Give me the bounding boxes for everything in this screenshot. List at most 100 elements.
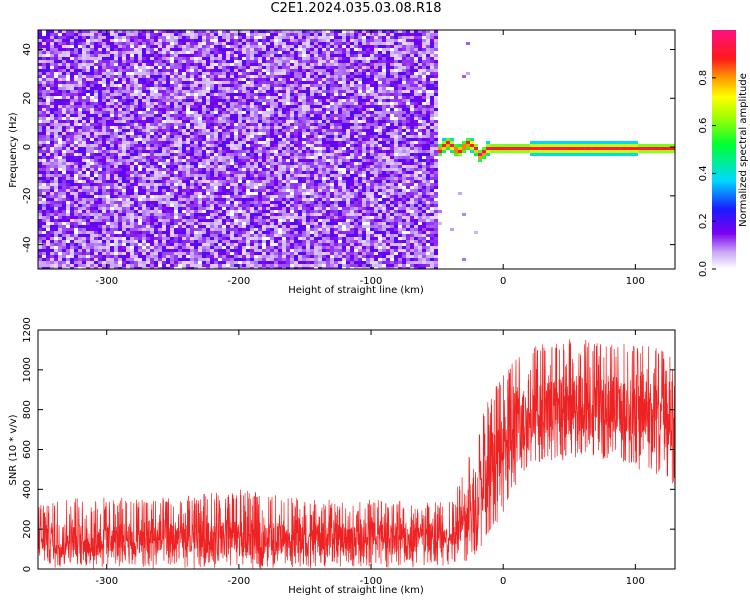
heatmap-cell [238, 159, 242, 162]
heatmap-cell [230, 123, 234, 126]
heatmap-cell [302, 57, 306, 60]
heatmap-cell [178, 45, 182, 48]
heatmap-cell [274, 201, 278, 204]
heatmap-cell [114, 45, 118, 48]
heatmap-cell [274, 165, 278, 168]
heatmap-cell [214, 51, 218, 54]
heatmap-cell [226, 135, 230, 138]
heatmap-cell [54, 186, 58, 189]
heatmap-cell [286, 60, 290, 63]
heatmap-cell [110, 87, 114, 90]
heatmap-cell [86, 117, 90, 120]
heatmap-cell [78, 249, 82, 252]
heatmap-cell [70, 72, 74, 75]
heatmap-cell [238, 54, 242, 57]
heatmap-cell [82, 66, 86, 69]
heatmap-cell [198, 180, 202, 183]
heatmap-cell [286, 42, 290, 45]
heatmap-cell [146, 234, 150, 237]
heatmap-cell [214, 114, 218, 117]
heatmap-cell [298, 243, 302, 246]
heatmap-cell [126, 174, 130, 177]
heatmap-cell [126, 150, 130, 153]
heatmap-cell [162, 111, 166, 114]
heatmap-cell [214, 219, 218, 222]
heatmap-cell [226, 84, 230, 87]
heatmap-cell [142, 222, 146, 225]
heatmap-cell [298, 114, 302, 117]
heatmap-cell [214, 60, 218, 63]
heatmap-cell [142, 150, 146, 153]
heatmap-cell [94, 255, 98, 258]
heatmap-cell [242, 156, 246, 159]
heatmap-cell [114, 117, 118, 120]
heatmap-cell [234, 54, 238, 57]
heatmap-cell [130, 66, 134, 69]
heatmap-cell [82, 258, 86, 261]
heatmap-cell [238, 120, 242, 123]
heatmap-cell [218, 189, 222, 192]
heatmap-cell [218, 63, 222, 66]
heatmap-cell [250, 72, 254, 75]
heatmap-cell [206, 249, 210, 252]
heatmap-cell [226, 165, 230, 168]
heatmap-cell [154, 246, 158, 249]
heatmap-cell [254, 78, 258, 81]
heatmap-cell [126, 78, 130, 81]
heatmap-cell [154, 255, 158, 258]
heatmap-cell [226, 150, 230, 153]
heatmap-cell [214, 213, 218, 216]
heatmap-cell [242, 207, 246, 210]
heatmap-cell [218, 96, 222, 99]
heatmap-cell [218, 153, 222, 156]
heatmap-cell [50, 39, 54, 42]
heatmap-cell [222, 222, 226, 225]
heatmap-cell [238, 192, 242, 195]
heatmap-cell [154, 105, 158, 108]
heatmap-cell [82, 246, 86, 249]
heatmap-cell [134, 117, 138, 120]
heatmap-cell [238, 252, 242, 255]
heatmap-cell [258, 57, 262, 60]
heatmap-cell [110, 252, 114, 255]
heatmap-cell [258, 99, 262, 102]
heatmap-cell [242, 33, 246, 36]
heatmap-cell [166, 237, 170, 240]
heatmap-cell [134, 60, 138, 63]
heatmap-cell [250, 36, 254, 39]
heatmap-cell [70, 192, 74, 195]
heatmap-cell [106, 138, 110, 141]
heatmap-cell [122, 150, 126, 153]
heatmap-cell [254, 57, 258, 60]
heatmap-cell [118, 105, 122, 108]
heatmap-cell [90, 225, 94, 228]
heatmap-cell [58, 186, 62, 189]
heatmap-cell [282, 66, 286, 69]
heatmap-cell [286, 180, 290, 183]
heatmap-cell [222, 108, 226, 111]
heatmap-cell [206, 81, 210, 84]
heatmap-cell [154, 66, 158, 69]
heatmap-cell [250, 201, 254, 204]
heatmap-cell [274, 195, 278, 198]
heatmap-cell [122, 267, 126, 269]
heatmap-cell [82, 45, 86, 48]
heatmap-cell [226, 210, 230, 213]
heatmap-cell [58, 162, 62, 165]
heatmap-cell [54, 90, 58, 93]
heatmap-cell [178, 63, 182, 66]
heatmap-cell [158, 228, 162, 231]
heatmap-cell [54, 168, 58, 171]
heatmap-cell [86, 48, 90, 51]
heatmap-cell [290, 69, 294, 72]
heatmap-cell [42, 174, 46, 177]
heatmap-cell [262, 90, 266, 93]
heatmap-cell [262, 132, 266, 135]
heatmap-cell [230, 231, 234, 234]
heatmap-cell [118, 246, 122, 249]
heatmap-cell [210, 243, 214, 246]
heatmap-cell [278, 177, 282, 180]
heatmap-cell [154, 240, 158, 243]
heatmap-cell [174, 189, 178, 192]
heatmap-cell [186, 213, 190, 216]
